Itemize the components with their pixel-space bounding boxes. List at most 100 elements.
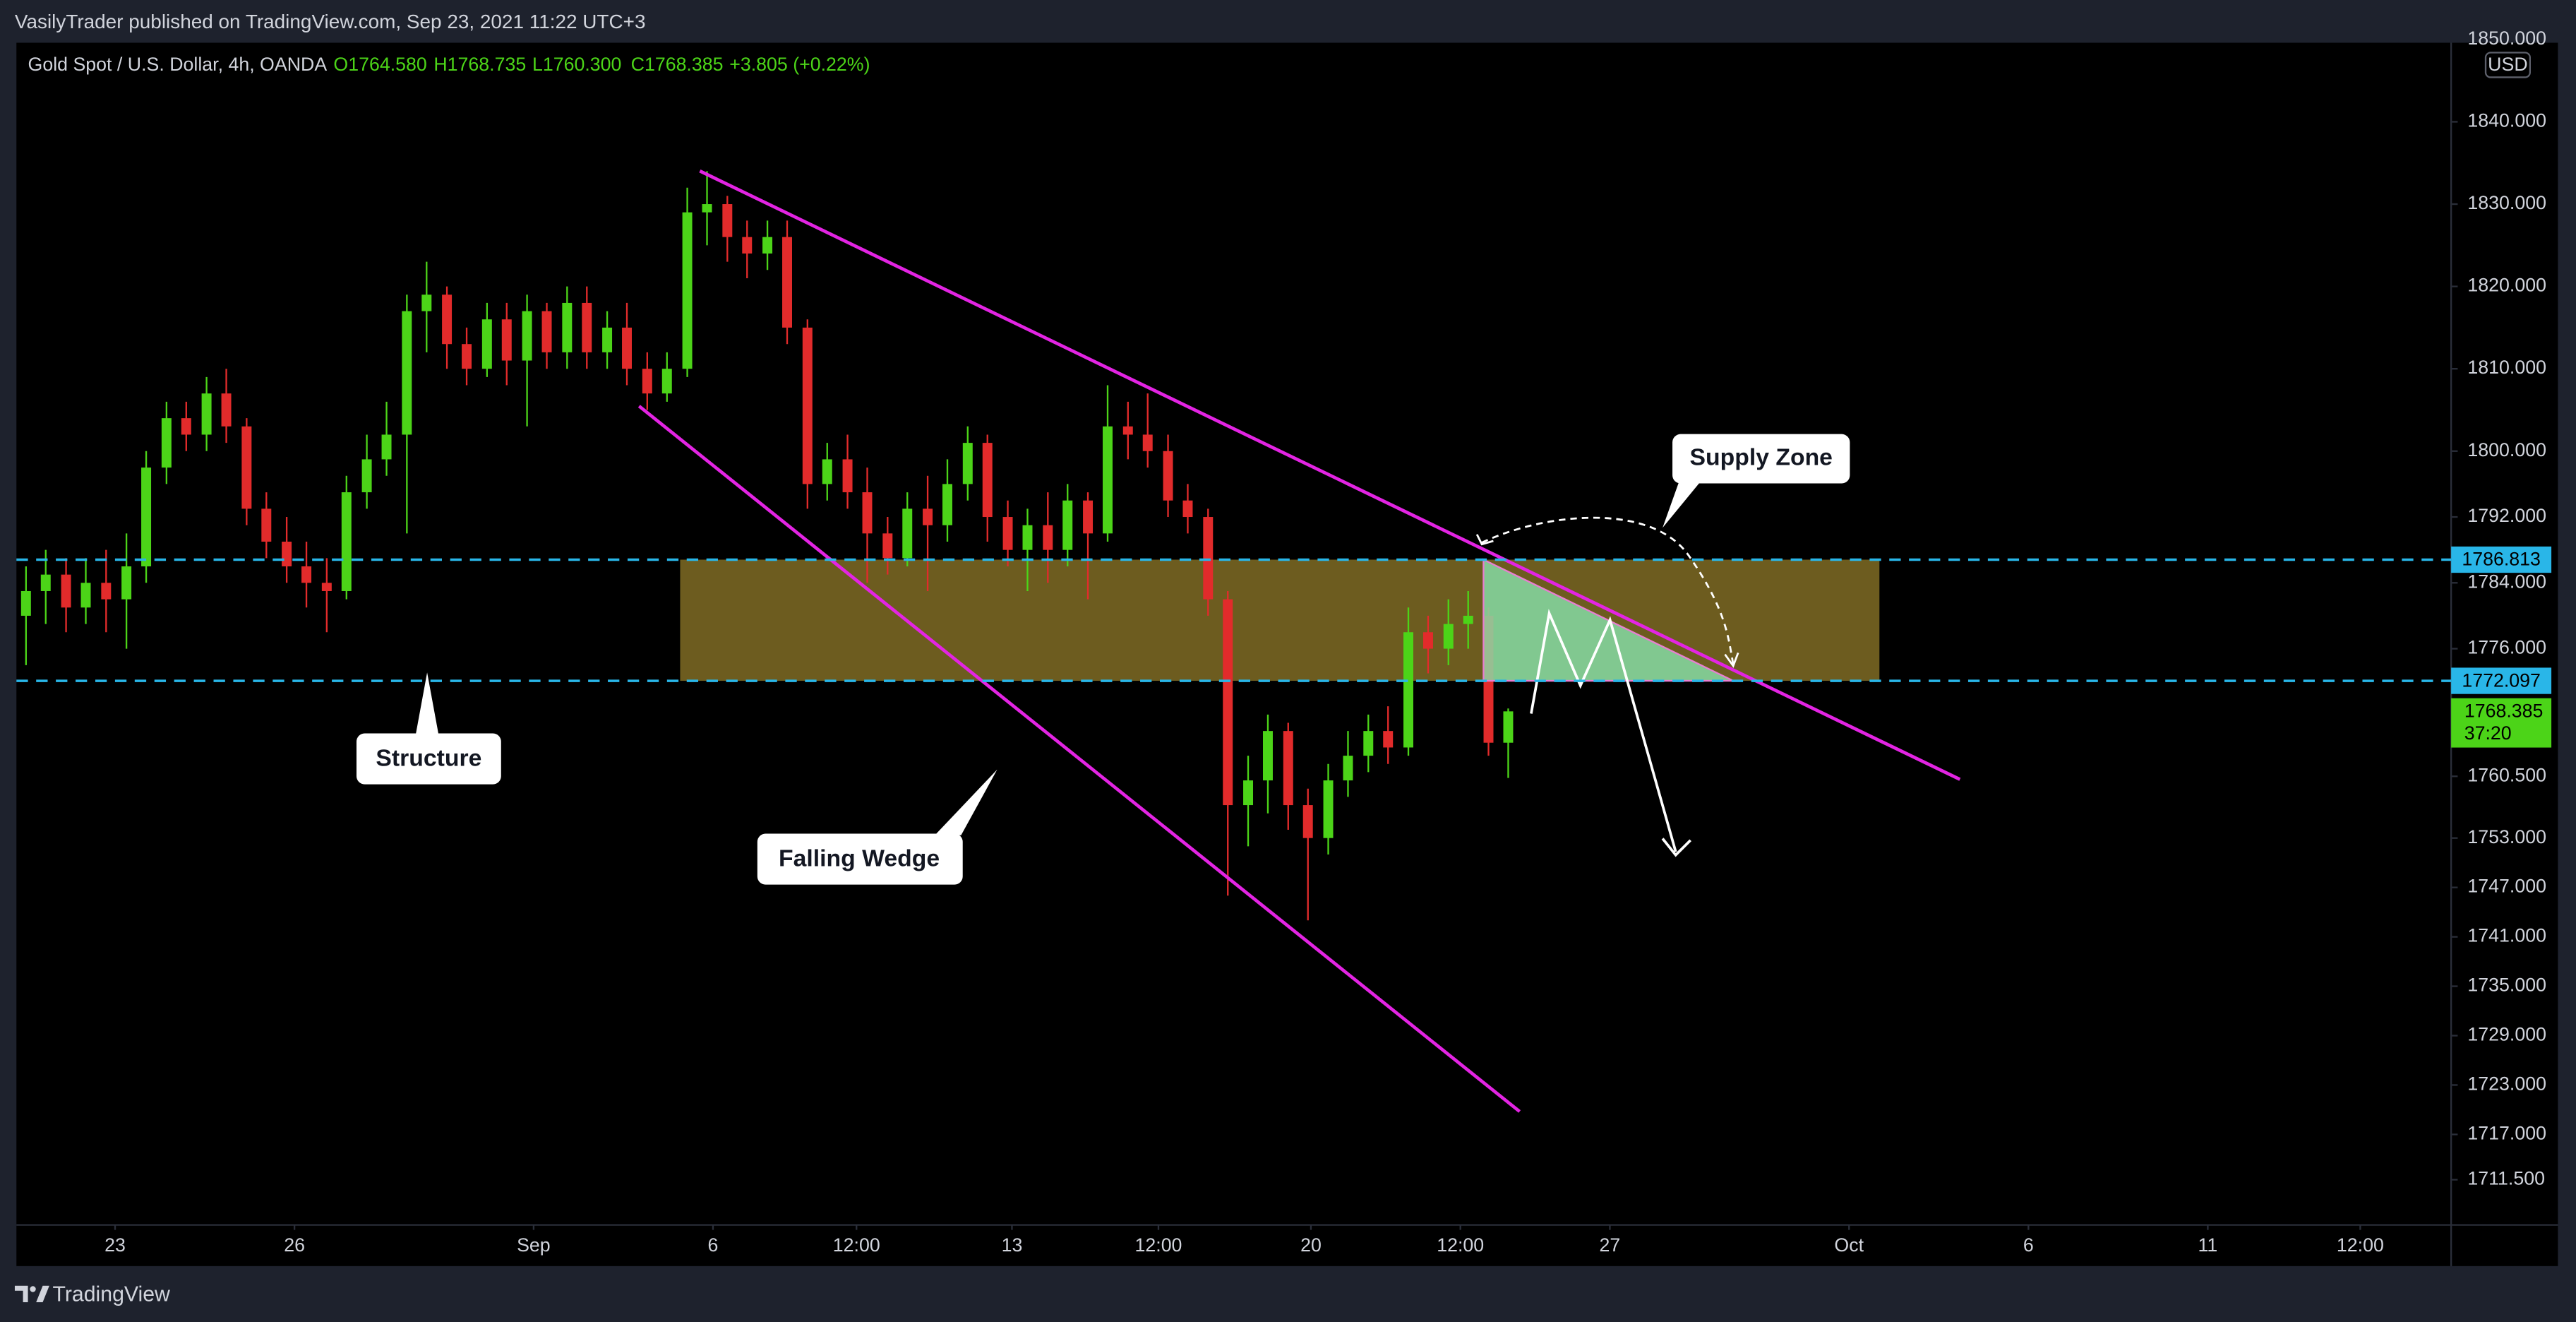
y-tick-label: 1711.500: [2467, 1168, 2545, 1189]
callout-pointer: [415, 672, 439, 735]
retest-arrow: [1481, 516, 1735, 665]
supply-zone: [680, 559, 1880, 681]
candle-body: [802, 327, 813, 484]
candle-body: [1383, 731, 1394, 748]
candle-body: [40, 574, 51, 591]
level-label: 1772.097: [2462, 669, 2541, 691]
brand-logo: [14, 1285, 49, 1303]
candle-body: [923, 508, 933, 525]
callout-box: [356, 733, 501, 785]
legend-value: C1768.385: [631, 54, 724, 75]
candle-body: [221, 393, 232, 427]
wedge-upper-line: [699, 169, 1961, 781]
candle-body: [902, 508, 913, 559]
candle-body: [1283, 731, 1293, 806]
x-tick-label: 23: [104, 1234, 126, 1256]
candle-body: [1403, 632, 1414, 748]
y-tick-label: 1753.000: [2467, 826, 2546, 847]
y-tick-label: 1735.000: [2467, 975, 2546, 996]
x-tick-label: 12:00: [1437, 1234, 1484, 1256]
y-tick-label: 1784.000: [2467, 571, 2546, 592]
candle-body: [1203, 517, 1214, 600]
candle-body: [642, 369, 652, 394]
last-price-box: [2451, 698, 2552, 748]
candle-body: [1262, 731, 1273, 781]
candle-body: [61, 574, 71, 608]
candle-body: [702, 204, 712, 213]
candle-body: [1363, 731, 1374, 756]
x-tick-label: 20: [1300, 1234, 1322, 1256]
candle-body: [1062, 500, 1073, 550]
currency: USD: [2488, 54, 2527, 75]
candle-body: [321, 583, 332, 591]
candle-body: [241, 426, 252, 509]
projection-path: [1530, 609, 1677, 852]
level-label-box: [2451, 546, 2552, 573]
callout-box: [757, 833, 963, 885]
pattern-triangle: [1482, 558, 1734, 682]
y-tick-label: 1723.000: [2467, 1073, 2546, 1094]
x-tick-label: Oct: [1834, 1234, 1864, 1256]
symbol: Gold Spot / U.S. Dollar, 4h, OANDA: [28, 54, 328, 75]
candle-body: [1043, 525, 1053, 550]
level-label-box: [2451, 667, 2552, 694]
y-tick-label: 1729.000: [2467, 1024, 2546, 1045]
candle-body: [301, 566, 312, 583]
candle-body: [80, 583, 91, 608]
legend-value: H1768.735: [433, 54, 526, 75]
candle-body: [361, 459, 372, 493]
candle-body: [722, 204, 733, 237]
candle-body: [402, 311, 412, 435]
candle-body: [261, 508, 272, 542]
legend: O1764.580 H1768.735 L1760.300 C1768.385 +3.8…: [333, 54, 870, 75]
candle-body: [1142, 434, 1153, 451]
candle-body: [822, 459, 832, 484]
candle-body: [161, 418, 172, 468]
legend-value: L1760.300: [532, 54, 621, 75]
candle-body: [1122, 426, 1133, 435]
callout-text: Supply Zone: [1690, 444, 1833, 471]
candle-body: [602, 327, 613, 352]
x-tick-label: 11: [2198, 1234, 2218, 1256]
candle-body: [942, 484, 952, 525]
candle-body: [1443, 624, 1454, 649]
candle-body: [381, 434, 392, 460]
candle-body: [501, 319, 512, 361]
y-tick-label: 1717.000: [2467, 1122, 2546, 1143]
candle-body: [421, 294, 432, 311]
x-tick-label: 26: [284, 1234, 305, 1256]
x-tick-label: 12:00: [1135, 1234, 1182, 1256]
candle-body: [1343, 756, 1353, 781]
y-tick-label: 1747.000: [2467, 876, 2546, 897]
x-tick-label: 6: [708, 1234, 719, 1256]
x-tick-label: 12:00: [833, 1234, 880, 1256]
candle-body: [462, 344, 472, 369]
y-tick-label: 1810.000: [2467, 357, 2546, 378]
y-tick-label: 1840.000: [2467, 110, 2546, 131]
projection-arrowhead: [1661, 838, 1691, 857]
last-price-label: 1768.385: [2464, 701, 2544, 722]
candle-body: [121, 566, 132, 600]
candle-body: [1302, 805, 1313, 838]
countdown-label: 37:20: [2464, 722, 2512, 744]
candle-body: [181, 418, 191, 435]
x-tick-label: 6: [2023, 1234, 2034, 1256]
candle-body: [1182, 500, 1193, 518]
candle-body: [1223, 599, 1233, 806]
y-tick-label: 1776.000: [2467, 637, 2546, 658]
candle-body: [742, 237, 753, 254]
y-tick-label: 1741.000: [2467, 925, 2546, 946]
candle-body: [1163, 451, 1173, 501]
overlay-layer: Supply Zone Structure Falling Wedge: [16, 169, 2452, 1113]
callout-text: Structure: [376, 745, 481, 772]
candle-body: [682, 212, 693, 369]
retest-arrowhead-start: [1475, 534, 1494, 546]
callout-text: Falling Wedge: [779, 845, 940, 872]
candle-body: [782, 237, 792, 328]
y-tick-label: 1820.000: [2467, 275, 2546, 296]
candle-body: [762, 237, 773, 254]
candle-body: [562, 302, 573, 352]
candle-body: [1243, 780, 1254, 806]
candle-body: [282, 542, 292, 566]
